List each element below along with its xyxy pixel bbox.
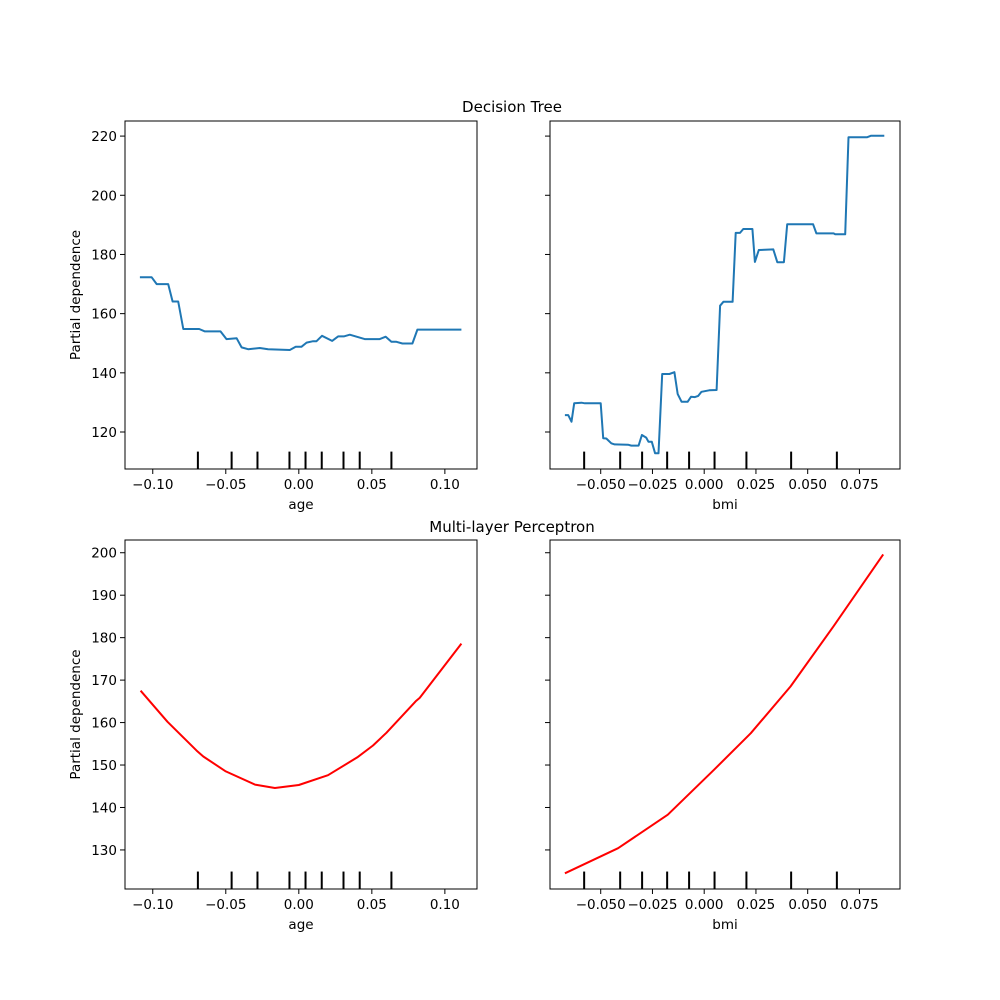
pd-line: [564, 553, 885, 875]
row-title-multi-layer-perceptron: Multi-layer Perceptron: [429, 518, 594, 536]
y-tick-label: 150: [91, 758, 117, 774]
x-axis-label: age: [288, 497, 313, 513]
x-tick-label: −0.05: [205, 477, 246, 493]
y-axis-label: Partial dependence: [68, 649, 84, 779]
x-axis-label: bmi: [712, 497, 737, 513]
y-tick-label: 140: [91, 366, 117, 382]
x-tick-label: −0.025: [627, 897, 677, 913]
x-tick-label: 0.075: [840, 477, 879, 493]
x-tick-label: 0.00: [284, 477, 314, 493]
x-tick-label: −0.05: [205, 897, 246, 913]
y-tick-label: 180: [91, 247, 117, 263]
x-tick-label: 0.050: [788, 897, 827, 913]
subplot-age-2: −0.10 −0.05 0.00 0.05 0.10 130 140 150 160 170 180…: [68, 539, 478, 933]
x-tick-label: −0.025: [627, 477, 677, 493]
x-tick-label: −0.050: [576, 897, 626, 913]
pd-line: [139, 276, 462, 351]
y-tick-label: 180: [91, 631, 117, 647]
x-axis-label: age: [288, 917, 313, 933]
y-tick-label: 120: [91, 425, 117, 441]
row-title-decision-tree: Decision Tree: [462, 98, 562, 116]
y-tick-label: 190: [91, 588, 117, 604]
x-tick-label: 0.075: [840, 897, 879, 913]
y-tick-label: 220: [91, 129, 117, 145]
y-tick-label: 160: [91, 716, 117, 732]
subplot-bmi-1: −0.050 −0.025 0.000 0.025 0.050 0.075 bmi: [545, 120, 901, 513]
y-tick-label: 160: [91, 307, 117, 323]
y-tick-label: 130: [91, 843, 117, 859]
x-tick-label: 0.05: [357, 897, 387, 913]
y-tick-label: 200: [91, 188, 117, 204]
y-tick-label: 170: [91, 673, 117, 689]
pd-line: [139, 642, 463, 789]
y-tick-label: 140: [91, 800, 117, 816]
x-tick-label: 0.00: [284, 897, 314, 913]
axes-frame: [549, 120, 901, 470]
x-tick-label: 0.025: [737, 477, 776, 493]
pd-line: [564, 134, 885, 455]
x-tick-label: −0.050: [576, 477, 626, 493]
x-tick-label: 0.10: [430, 477, 460, 493]
axes-frame: [549, 539, 901, 890]
x-tick-label: 0.05: [357, 477, 387, 493]
x-tick-label: 0.050: [788, 477, 827, 493]
axes-frame: [124, 539, 478, 890]
x-tick-label: −0.10: [132, 477, 173, 493]
x-tick-label: 0.000: [685, 897, 724, 913]
y-tick-label: 200: [91, 546, 117, 562]
x-tick-label: 0.000: [685, 477, 724, 493]
subplot-bmi-3: −0.050 −0.025 0.000 0.025 0.050 0.075 bmi: [545, 539, 901, 933]
y-axis-label: Partial dependence: [68, 230, 84, 360]
x-tick-label: 0.10: [430, 897, 460, 913]
axes-frame: [124, 120, 478, 470]
subplot-age-0: −0.10 −0.05 0.00 0.05 0.10 120 140 160 180 200 220…: [68, 120, 478, 513]
x-tick-label: −0.10: [132, 897, 173, 913]
x-tick-label: 0.025: [737, 897, 776, 913]
x-axis-label: bmi: [712, 917, 737, 933]
